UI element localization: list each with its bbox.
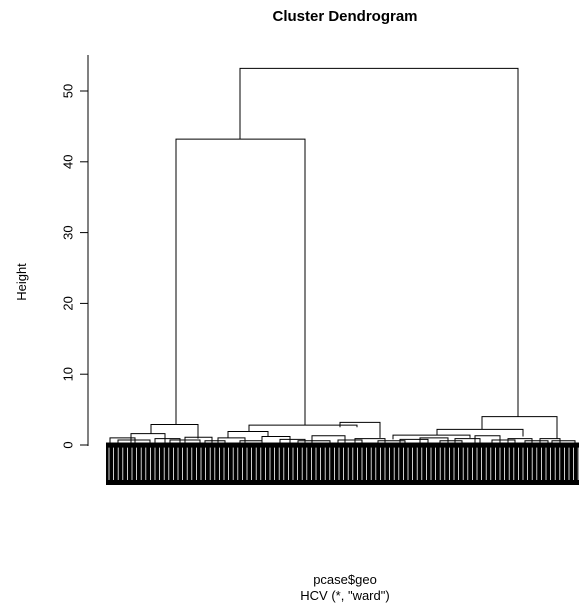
y-axis: 0 10 20 30 40 50	[61, 55, 89, 449]
leaf-band	[106, 442, 579, 485]
fine-merge-18	[439, 440, 463, 444]
fine-merge-0	[109, 437, 136, 444]
fine-merge-19	[454, 438, 481, 444]
merge-left-a	[150, 423, 199, 439]
fine-merge-3	[154, 438, 181, 444]
dendrogram-leaves	[106, 442, 579, 485]
y-tick-label: 10	[61, 367, 76, 381]
fine-merge-11	[297, 440, 331, 444]
y-tick-label: 0	[61, 441, 76, 448]
merge-left-b2	[339, 421, 381, 438]
fine-merge-21	[491, 439, 516, 444]
y-tick-label: 30	[61, 225, 76, 239]
fine-merge-15	[377, 440, 406, 444]
y-tick-label: 50	[61, 84, 76, 98]
x-axis-sublabel: HCV (*, "ward")	[300, 588, 389, 603]
fine-merge-2	[117, 439, 151, 444]
merge-left-b	[248, 424, 358, 432]
merge-right-a	[436, 428, 524, 437]
merge-root	[239, 67, 519, 417]
y-tick-label: 20	[61, 296, 76, 310]
merge-left-b-sub	[227, 431, 269, 438]
fine-merge-10	[279, 438, 306, 444]
fine-merge-6	[204, 440, 226, 444]
merge-right-a2	[392, 434, 471, 440]
y-axis-label: Height	[14, 263, 29, 301]
fine-merge-13	[337, 439, 363, 444]
y-tick-label: 40	[61, 155, 76, 169]
x-axis-label: pcase$geo	[313, 572, 377, 587]
chart-title: Cluster Dendrogram	[272, 8, 417, 25]
fine-merge-25	[551, 440, 576, 444]
fine-merge-16	[399, 438, 429, 444]
fine-merge-23	[524, 440, 549, 444]
dendrogram-branches	[109, 67, 576, 444]
merge-left-cluster	[175, 138, 306, 426]
merge-right-cluster	[481, 416, 558, 439]
fine-merge-9	[261, 436, 291, 444]
